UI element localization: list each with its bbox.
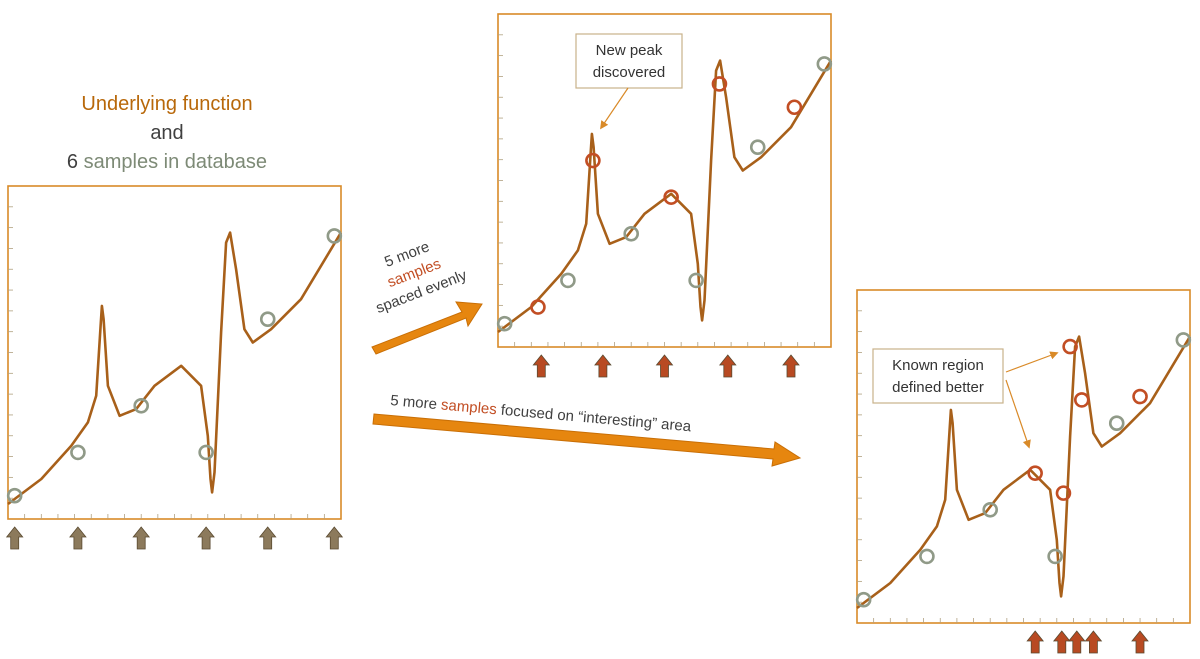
new-sample-marker [786,99,803,116]
panel-frame [856,289,1191,624]
new-sample-arrow-icon [1131,630,1149,654]
title-line-2: and [150,122,183,144]
new-sample-marker [1073,392,1090,408]
new-sample-arrow-icon [594,354,612,378]
existing-sample-marker [133,397,149,414]
existing-sample-marker [326,228,343,244]
new-sample-marker [663,189,679,205]
existing-sample-arrow-icon [197,526,215,550]
existing-sample-marker [1175,332,1192,348]
existing-sample-marker [816,56,833,72]
new-sample-arrow-icon [655,354,674,378]
new-sample-marker [1027,465,1043,481]
existing-sample-arrow-icon [5,526,24,550]
title-line-1: Underlying function [81,93,252,115]
existing-sample-marker [70,444,86,461]
panel-frame [7,185,342,520]
arrow-focused: 5 more samples focused on “interesting” … [372,392,802,467]
existing-sample-marker [1047,548,1063,565]
existing-sample-marker [855,591,872,608]
new-sample-marker [1055,485,1072,501]
function-curve [856,335,1192,610]
arrow-even-spacing: 5 more samples spaced evenly [371,238,483,355]
callout-new-peak-box [575,33,683,89]
existing-sample-marker [6,487,23,504]
new-sample-marker [1132,388,1148,405]
panel-frame [497,13,832,348]
title-block: Underlying function and 6 samples in dat… [67,93,267,173]
existing-sample-marker [623,225,640,242]
existing-sample-marker [259,311,276,328]
existing-sample-marker [982,501,999,518]
title-line-3: 6 samples in database [67,151,267,173]
existing-sample-marker [496,315,513,332]
function-curve [497,59,833,334]
new-sample-arrow-icon [1084,630,1103,654]
new-sample-marker [585,152,601,169]
callout-known-region-line-1: Known region [892,357,984,374]
new-sample-arrow-icon [1026,630,1045,654]
panel-even-samples [496,13,833,378]
new-sample-marker [530,299,546,315]
panel-focused-samples [855,289,1192,654]
existing-sample-marker [749,139,766,155]
existing-sample-marker [560,272,576,289]
new-sample-arrow-icon [1067,630,1086,654]
existing-sample-arrow-icon [69,526,87,550]
callout-new-peak-line-1: New peak [596,42,663,59]
new-sample-marker [1062,338,1078,355]
existing-sample-marker [198,444,214,461]
existing-sample-marker [1108,415,1125,432]
title-sample-label: samples in database [78,151,267,173]
new-sample-arrow-icon [1052,630,1071,654]
callout-known-region-box [872,348,1004,404]
new-sample-arrow-icon [718,354,737,378]
panel-initial [5,185,344,550]
callout-known-region-pointer-peak [1005,351,1059,373]
new-sample-marker [711,76,728,92]
new-sample-arrow-icon [782,354,800,378]
existing-sample-marker [688,272,704,289]
function-curve [7,231,343,506]
callout-new-peak-line-2: discovered [593,64,666,81]
existing-sample-marker [919,548,935,565]
new-sample-arrow-icon [532,354,551,378]
arrow-focused-shape [372,413,802,467]
arrow-even-shape [371,301,483,355]
title-sample-count: 6 [67,151,78,173]
existing-sample-arrow-icon [132,526,151,550]
callout-new-peak: New peak discovered [575,33,683,130]
arrow-focused-prefix: 5 more [390,392,442,413]
existing-sample-arrow-icon [325,526,344,550]
existing-sample-arrow-icon [258,526,277,550]
arrow-focused-highlight: samples [440,396,497,418]
callout-new-peak-pointer [600,87,629,130]
callout-known-region-pointer-bump [1005,379,1031,449]
callout-known-region-line-2: defined better [892,379,984,396]
callout-known-region: Known region defined better [872,348,1059,449]
